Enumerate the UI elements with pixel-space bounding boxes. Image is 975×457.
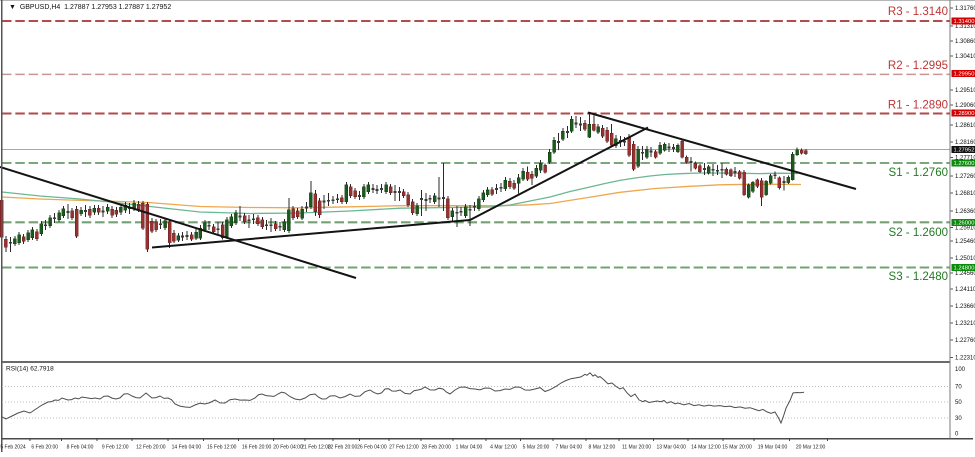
svg-text:1 Mar 04:00: 1 Mar 04:00 — [456, 445, 483, 451]
svg-text:20 Mar 12:00: 20 Mar 12:00 — [796, 445, 826, 451]
svg-text:8 Feb 04:00: 8 Feb 04:00 — [67, 445, 94, 451]
svg-text:6 Feb 20:00: 6 Feb 20:00 — [31, 445, 58, 451]
svg-text:1.29950: 1.29950 — [954, 72, 975, 78]
svg-text:1.27260: 1.27260 — [955, 174, 975, 180]
svg-text:RSI(14) 62.7918: RSI(14) 62.7918 — [6, 366, 54, 373]
svg-text:11 Mar 20:00: 11 Mar 20:00 — [622, 445, 651, 451]
svg-text:5 Mar 20:00: 5 Mar 20:00 — [523, 445, 550, 451]
svg-text:1.27600: 1.27600 — [954, 161, 975, 167]
svg-text:8 Mar 12:00: 8 Mar 12:00 — [589, 445, 616, 451]
svg-text:12 Feb 20:00: 12 Feb 20:00 — [136, 445, 166, 451]
svg-text:14 Feb 04:00: 14 Feb 04:00 — [172, 445, 202, 451]
svg-text:1.25460: 1.25460 — [955, 239, 975, 245]
svg-text:S2 - 1.2600: S2 - 1.2600 — [889, 227, 948, 239]
svg-text:1.24110: 1.24110 — [955, 287, 975, 293]
svg-text:1.28900: 1.28900 — [954, 111, 975, 117]
svg-text:30: 30 — [955, 416, 962, 422]
svg-text:1.27952: 1.27952 — [954, 148, 975, 154]
svg-text:19 Mar 04:00: 19 Mar 04:00 — [758, 445, 788, 451]
svg-text:1.25910: 1.25910 — [955, 226, 975, 232]
svg-text:1.24560: 1.24560 — [955, 271, 975, 277]
svg-text:26 Feb 04:00: 26 Feb 04:00 — [357, 445, 387, 451]
svg-text:1.24800: 1.24800 — [954, 266, 975, 272]
svg-text:1.23210: 1.23210 — [955, 321, 975, 327]
svg-text:4 Mar 12:00: 4 Mar 12:00 — [490, 445, 517, 451]
svg-text:1.26000: 1.26000 — [954, 221, 975, 227]
svg-text:1.26810: 1.26810 — [955, 191, 975, 197]
svg-text:1.28610: 1.28610 — [955, 123, 975, 129]
svg-text:9 Feb 12:00: 9 Feb 12:00 — [102, 445, 129, 451]
svg-text:1.29510: 1.29510 — [955, 88, 975, 94]
svg-text:1.23660: 1.23660 — [955, 304, 975, 310]
svg-text:1.22760: 1.22760 — [955, 338, 975, 344]
svg-text:70: 70 — [955, 385, 962, 391]
svg-text:1.26360: 1.26360 — [955, 209, 975, 215]
svg-text:21 Feb 12:00: 21 Feb 12:00 — [301, 445, 331, 451]
svg-text:1.31400: 1.31400 — [954, 19, 975, 25]
svg-text:7 Mar 04:00: 7 Mar 04:00 — [555, 445, 582, 451]
svg-text:15 Mar 20:00: 15 Mar 20:00 — [722, 445, 752, 451]
svg-text:100: 100 — [955, 367, 966, 373]
svg-text:1.25010: 1.25010 — [955, 256, 975, 262]
svg-text:R3 - 1.3140: R3 - 1.3140 — [888, 6, 948, 18]
svg-text:13 Mar 04:00: 13 Mar 04:00 — [656, 445, 686, 451]
svg-text:20 Feb 04:00: 20 Feb 04:00 — [273, 445, 303, 451]
svg-text:S1 - 1.2760: S1 - 1.2760 — [889, 167, 948, 179]
svg-text:1.29060: 1.29060 — [955, 103, 975, 109]
svg-text:1.30860: 1.30860 — [955, 39, 975, 45]
svg-text:15 Feb 12:00: 15 Feb 12:00 — [207, 445, 237, 451]
svg-text:50: 50 — [955, 400, 962, 406]
svg-text:16 Feb 20:00: 16 Feb 20:00 — [242, 445, 272, 451]
svg-text:R1 - 1.2890: R1 - 1.2890 — [888, 100, 948, 112]
svg-text:14 Mar 12:00: 14 Mar 12:00 — [691, 445, 721, 451]
svg-text:▼ GBPUSD,H4 1.27887 1.27953: ▼ GBPUSD,H4 1.27887 1.27953 1.27887 1.27… — [9, 4, 171, 11]
svg-text:1.31760: 1.31760 — [955, 6, 975, 12]
svg-text:5 Feb 2024: 5 Feb 2024 — [0, 445, 26, 451]
svg-text:1.22310: 1.22310 — [955, 356, 975, 362]
svg-text:22 Feb 20:00: 22 Feb 20:00 — [328, 445, 358, 451]
svg-text:1.30410: 1.30410 — [955, 54, 975, 60]
svg-text:28 Feb 20:00: 28 Feb 20:00 — [421, 445, 451, 451]
svg-text:27 Feb 12:00: 27 Feb 12:00 — [389, 445, 419, 451]
svg-text:R2 - 1.2995: R2 - 1.2995 — [888, 60, 948, 72]
svg-text:S3 - 1.2480: S3 - 1.2480 — [889, 271, 948, 283]
svg-text:1.28160: 1.28160 — [955, 140, 975, 146]
